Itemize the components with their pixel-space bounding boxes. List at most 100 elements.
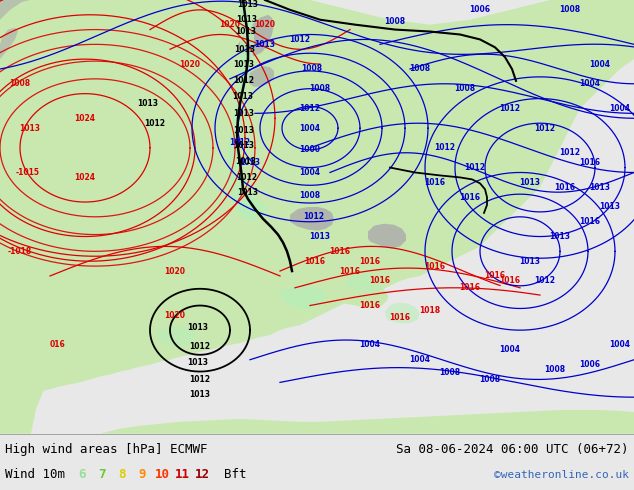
Text: 1008: 1008 [479,375,501,384]
Text: 1008: 1008 [545,365,566,374]
Text: 016: 016 [50,341,66,349]
Text: 1013: 1013 [600,202,621,212]
Text: 1012: 1012 [304,212,325,221]
Text: 1016: 1016 [359,301,380,310]
Text: 1004: 1004 [609,341,630,349]
Text: 1016: 1016 [500,276,521,285]
Text: 10: 10 [155,468,169,481]
Polygon shape [156,325,196,347]
Text: 1013: 1013 [550,232,571,241]
Text: 1013: 1013 [20,123,41,133]
Text: 1008: 1008 [301,65,323,74]
Text: 1012: 1012 [299,104,321,113]
Text: 1016: 1016 [304,257,325,266]
Text: 1013: 1013 [233,109,254,118]
Text: 1012: 1012 [465,163,486,172]
Text: 1012: 1012 [190,343,210,351]
Text: 1016: 1016 [579,158,600,167]
Text: 1013: 1013 [236,15,257,24]
Text: 1008: 1008 [309,84,330,93]
Text: 1012: 1012 [290,35,311,44]
Text: 1016: 1016 [370,276,391,285]
Polygon shape [228,0,268,222]
Text: 1013: 1013 [233,92,254,101]
Text: 1020: 1020 [179,60,200,69]
Text: 1020: 1020 [254,20,276,29]
Text: 1004: 1004 [579,79,600,88]
Text: 1000: 1000 [299,146,321,154]
Text: 1008: 1008 [439,368,460,377]
Text: 1004: 1004 [609,104,630,113]
Polygon shape [315,281,388,308]
Text: 1004: 1004 [590,60,611,69]
Text: 1012: 1012 [534,123,555,133]
Text: 1013: 1013 [233,60,254,69]
Text: 1013: 1013 [190,390,210,399]
Text: 1024: 1024 [75,173,96,182]
Text: 1020: 1020 [219,20,240,29]
Text: 1020: 1020 [164,311,186,320]
Text: 1013: 1013 [235,27,257,36]
Text: Bft: Bft [224,468,247,481]
Text: -1018: -1018 [8,247,32,256]
Polygon shape [0,0,634,401]
Polygon shape [68,185,100,253]
Text: 1016: 1016 [425,262,446,270]
Polygon shape [100,410,634,434]
Text: High wind areas [hPa] ECMWF: High wind areas [hPa] ECMWF [5,443,207,456]
Polygon shape [290,207,334,231]
Text: 1008: 1008 [559,5,581,14]
Polygon shape [368,224,406,248]
Text: 1012: 1012 [190,375,210,384]
Text: 1008: 1008 [410,65,430,74]
Text: 1012: 1012 [559,148,581,157]
Polygon shape [246,66,274,87]
Text: Wind 10m: Wind 10m [5,468,65,481]
Text: 8: 8 [119,468,126,481]
Text: 1008: 1008 [10,79,30,88]
Text: 1013: 1013 [309,232,330,241]
Polygon shape [0,0,30,20]
Text: 12: 12 [195,468,209,481]
Text: ©weatheronline.co.uk: ©weatheronline.co.uk [494,470,629,480]
Text: 1013: 1013 [240,158,261,167]
Text: 1013: 1013 [233,141,254,150]
Polygon shape [238,15,274,56]
Text: 1016: 1016 [425,178,446,187]
Text: 1013: 1013 [254,40,276,49]
Text: 1016: 1016 [579,217,600,226]
Text: 1012: 1012 [236,173,257,182]
Text: 1013: 1013 [138,99,158,108]
Text: 1020: 1020 [164,267,186,275]
Text: 1016: 1016 [460,283,481,293]
Text: 6: 6 [78,468,86,481]
Text: 1024: 1024 [75,114,96,123]
Text: 1016: 1016 [339,267,361,275]
Text: 1008: 1008 [299,191,321,199]
Text: Sa 08-06-2024 06:00 UTC (06+72): Sa 08-06-2024 06:00 UTC (06+72) [396,443,629,456]
Polygon shape [280,286,326,310]
Text: 1004: 1004 [359,341,380,349]
Text: 11: 11 [174,468,190,481]
Polygon shape [294,237,335,286]
Text: 1012: 1012 [534,276,555,285]
Text: 9: 9 [138,468,146,481]
Text: 1008: 1008 [384,17,406,26]
Text: 1013: 1013 [590,183,611,192]
Text: 1004: 1004 [299,168,321,177]
Text: 1013: 1013 [238,188,259,196]
Text: 1016: 1016 [460,193,481,201]
Text: 1016: 1016 [555,183,576,192]
Text: 1012: 1012 [145,119,165,128]
Text: 1012: 1012 [230,138,250,147]
Text: 1012: 1012 [434,144,455,152]
Text: 1013: 1013 [188,358,209,367]
Text: 1013: 1013 [519,178,541,187]
Text: 1004: 1004 [299,123,321,133]
Polygon shape [385,302,420,323]
Text: 1006: 1006 [470,5,491,14]
Text: 1013: 1013 [233,125,254,135]
Text: 7: 7 [98,468,106,481]
Text: 1016: 1016 [389,313,410,322]
Text: 1016: 1016 [484,271,505,280]
